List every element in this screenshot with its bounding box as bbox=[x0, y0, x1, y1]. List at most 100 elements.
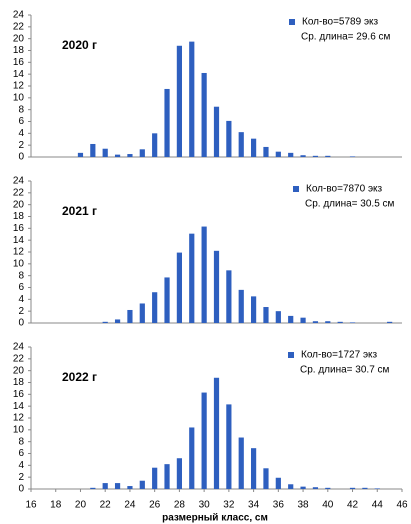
legend-marker bbox=[288, 352, 294, 358]
y-tick-label: 16 bbox=[13, 389, 25, 400]
bar bbox=[164, 277, 170, 323]
x-tick-label: 16 bbox=[25, 500, 37, 511]
bar bbox=[213, 106, 220, 157]
y-tick-label: 22 bbox=[13, 353, 25, 364]
bar bbox=[337, 321, 343, 323]
panel-title: 2021 г bbox=[62, 204, 97, 218]
y-tick-label: 14 bbox=[13, 401, 25, 412]
bar bbox=[127, 154, 133, 157]
bar bbox=[349, 487, 356, 489]
bar bbox=[349, 156, 356, 157]
bar bbox=[77, 152, 84, 157]
bar bbox=[189, 233, 195, 323]
bar bbox=[90, 143, 96, 157]
bar bbox=[201, 72, 207, 157]
x-tick-label: 34 bbox=[248, 500, 260, 511]
x-axis-label: размерный класс, см bbox=[162, 513, 268, 524]
bar bbox=[275, 151, 281, 157]
bar bbox=[152, 133, 158, 157]
y-tick-label: 0 bbox=[18, 318, 24, 329]
y-tick-label: 12 bbox=[13, 247, 25, 258]
x-tick-label: 20 bbox=[75, 500, 87, 511]
bar bbox=[201, 226, 207, 323]
annotation: Ср. длина= 29.6 см bbox=[301, 32, 391, 43]
panel-title: 2020 г bbox=[62, 38, 97, 52]
annotation: Ср. длина= 30.5 см bbox=[305, 199, 395, 210]
x-tick-label: 24 bbox=[124, 500, 136, 511]
y-tick-label: 24 bbox=[13, 176, 25, 187]
y-tick-label: 4 bbox=[18, 460, 24, 471]
bar bbox=[176, 45, 182, 158]
y-tick-label: 14 bbox=[13, 235, 25, 246]
bar bbox=[114, 319, 121, 323]
y-tick-label: 6 bbox=[18, 116, 24, 127]
y-tick-label: 24 bbox=[13, 10, 25, 21]
bar bbox=[251, 138, 257, 157]
bar bbox=[312, 487, 319, 489]
bar bbox=[251, 296, 257, 323]
bar bbox=[325, 321, 331, 323]
bar bbox=[238, 289, 244, 323]
bar bbox=[251, 448, 257, 489]
y-tick-label: 16 bbox=[13, 223, 25, 234]
x-tick-label: 40 bbox=[322, 500, 334, 511]
legend-marker bbox=[289, 19, 295, 25]
y-tick-label: 0 bbox=[18, 152, 24, 163]
bar bbox=[263, 307, 269, 323]
bar bbox=[263, 468, 269, 489]
x-tick-label: 28 bbox=[174, 500, 186, 511]
bar bbox=[300, 155, 306, 157]
y-tick-label: 20 bbox=[13, 365, 25, 376]
bar bbox=[102, 321, 108, 323]
bar bbox=[300, 486, 306, 489]
y-tick-label: 20 bbox=[13, 199, 25, 210]
bar bbox=[288, 484, 294, 489]
bar bbox=[164, 88, 170, 157]
y-tick-label: 0 bbox=[18, 484, 24, 495]
bar bbox=[275, 311, 281, 323]
y-tick-label: 16 bbox=[13, 57, 25, 68]
y-tick-label: 20 bbox=[13, 33, 25, 44]
bar bbox=[114, 483, 121, 489]
bar bbox=[114, 154, 121, 157]
y-tick-label: 24 bbox=[13, 342, 25, 353]
bar bbox=[176, 458, 182, 489]
x-tick-label: 36 bbox=[273, 500, 285, 511]
bar bbox=[263, 146, 269, 157]
bar bbox=[325, 487, 331, 489]
bar bbox=[362, 487, 368, 489]
bar bbox=[176, 252, 182, 323]
bar bbox=[312, 155, 319, 157]
x-tick-label: 46 bbox=[396, 500, 408, 511]
y-tick-label: 18 bbox=[13, 377, 25, 388]
bar bbox=[325, 155, 331, 157]
y-tick-label: 2 bbox=[18, 472, 24, 483]
bar bbox=[152, 292, 158, 323]
bar bbox=[201, 392, 207, 489]
bar bbox=[374, 488, 380, 489]
bar bbox=[213, 377, 220, 489]
y-tick-label: 8 bbox=[18, 104, 24, 115]
bar bbox=[164, 464, 170, 489]
y-tick-label: 14 bbox=[13, 69, 25, 80]
y-tick-label: 4 bbox=[18, 294, 24, 305]
panel-title: 2022 г bbox=[62, 370, 97, 384]
bar bbox=[127, 309, 133, 323]
bar bbox=[238, 132, 244, 157]
x-tick-label: 22 bbox=[100, 500, 112, 511]
bar bbox=[189, 41, 195, 157]
bar bbox=[300, 317, 306, 323]
y-tick-label: 8 bbox=[18, 270, 24, 281]
y-tick-label: 10 bbox=[13, 424, 25, 435]
bar bbox=[213, 250, 220, 323]
y-tick-label: 10 bbox=[13, 92, 25, 103]
bar bbox=[152, 467, 158, 489]
bar bbox=[102, 148, 108, 157]
bar bbox=[127, 486, 133, 489]
y-tick-label: 12 bbox=[13, 413, 25, 424]
x-tick-label: 44 bbox=[372, 500, 384, 511]
y-tick-label: 12 bbox=[13, 81, 25, 92]
bar bbox=[312, 321, 319, 323]
y-tick-label: 22 bbox=[13, 21, 25, 32]
y-tick-label: 6 bbox=[18, 448, 24, 459]
